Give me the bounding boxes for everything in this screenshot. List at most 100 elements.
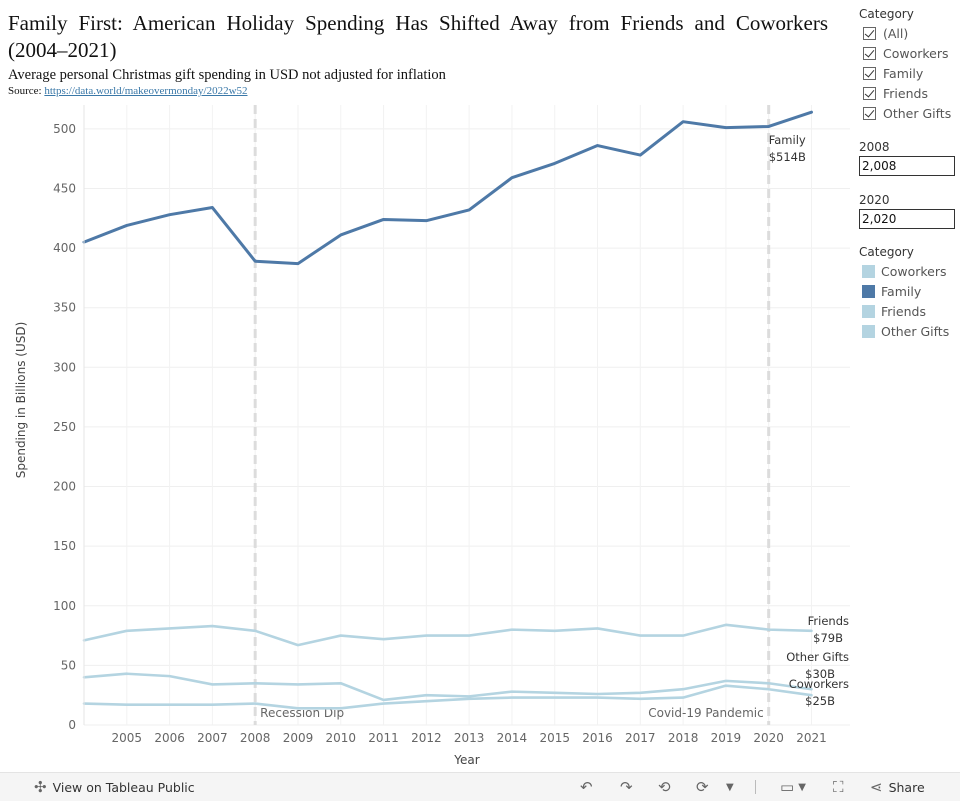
refresh-menu-button[interactable]: ▼ [726,773,734,801]
fullscreen-button[interactable]: ⛶ [833,773,844,801]
end-labels: Family $514B Friends $79B Other Gifts $30BCow… [769,133,849,708]
view-on-tableau-label: View on Tableau Public [52,779,195,795]
end-label-value: $514B [769,150,806,164]
param-2008-input[interactable]: 2,008 [859,156,955,176]
legend-item[interactable]: Friends [862,302,926,320]
end-label-value: $30B [805,667,835,681]
axes: 0 50 100 150 200 250 300 350 400 450 500 2005 2006 20… [14,105,827,767]
tableau-logo-icon: ✣ [34,778,47,796]
filter-option-label: (All) [883,25,909,41]
x-tick-label: 2015 [539,731,570,745]
refresh-button[interactable]: ⟳ [696,773,709,801]
y-tick-label: 300 [53,360,76,374]
checkbox-checked-icon[interactable] [863,106,876,120]
x-tick-label: 2011 [368,731,399,745]
fullscreen-icon: ⛶ [833,778,844,796]
legend-label: Other Gifts [881,323,950,339]
x-tick-label: 2021 [796,731,827,745]
x-tick-label: 2016 [582,731,613,745]
x-tick-label: 2013 [454,731,485,745]
x-tick-label: 2020 [753,731,784,745]
y-tick-label: 50 [61,658,76,672]
checkbox-checked-icon[interactable] [863,46,876,60]
filter-option-label: Family [883,65,924,81]
legend-heading: Category [859,245,914,259]
revert-button[interactable]: ⟲ [658,773,671,801]
filter-option[interactable]: Family [863,64,923,82]
filter-heading: Category [859,7,914,21]
series-line-friends [82,623,813,647]
x-tick-label: 2006 [154,731,185,745]
y-tick-label: 400 [53,241,76,255]
download-icon: ▭ [780,778,795,796]
x-tick-label: 2007 [197,731,228,745]
line-chart: Recession Dip Covid-19 Pandemic 050100150… [14,105,850,767]
reference-line-label: Covid-19 Pandemic [648,706,763,720]
y-tick-label: 450 [53,181,76,195]
y-tick-label: 350 [53,301,76,315]
source-line: Source: https://data.world/makeovermonda… [8,85,248,97]
filter-option-label: Coworkers [883,45,949,61]
checkbox-checked-icon[interactable] [863,86,876,100]
y-tick-label: 0 [68,718,76,732]
series-line-family [82,110,813,266]
param-2020-label: 2020 [859,193,890,207]
share-button[interactable]: ⋖ Share [870,773,925,801]
toolbar-divider [755,780,756,794]
checkbox-checked-icon[interactable] [863,26,876,40]
legend-label: Family [881,283,922,299]
source-link[interactable]: https://data.world/makeovermonday/2022w5… [44,85,248,97]
chevron-down-icon: ▼ [726,781,734,793]
x-tick-label: 2017 [625,731,656,745]
revert-icon: ⟲ [658,778,671,796]
series-line-coworkers [82,684,813,710]
end-label-name: Family [769,133,806,147]
end-label-name: Other Gifts [786,650,849,664]
filter-option-label: Friends [883,85,928,101]
y-tick-label: 200 [53,480,76,494]
x-tick-label: 2010 [325,731,356,745]
filter-option[interactable]: Friends [863,84,928,102]
filter-option[interactable]: Other Gifts [863,104,951,122]
y-tick-label: 100 [53,599,76,613]
y-tick-label: 250 [53,420,76,434]
x-tick-label: 2008 [240,731,271,745]
redo-icon: ↷ [620,778,633,796]
view-on-tableau-button[interactable]: ✣ View on Tableau Public [34,773,195,801]
undo-button[interactable]: ↶ [580,773,593,801]
x-axis-title: Year [453,753,479,767]
param-2008-label: 2008 [859,140,890,154]
checkbox-checked-icon[interactable] [863,66,876,80]
x-tick-label: 2009 [283,731,314,745]
redo-button[interactable]: ↷ [620,773,633,801]
x-tick-label: 2012 [411,731,442,745]
legend-swatch [862,264,875,278]
x-tick-label: 2019 [711,731,742,745]
filter-option-label: Other Gifts [883,105,952,121]
x-tick-label: 2005 [112,731,143,745]
param-2020-input[interactable]: 2,020 [859,209,955,229]
refresh-icon: ⟳ [696,778,709,796]
legend-label: Friends [881,303,926,319]
x-tick-label: 2014 [497,731,528,745]
undo-icon: ↶ [580,778,593,796]
chart-subtitle: Average personal Christmas gift spending… [8,67,446,83]
chevron-down-icon: ▼ [798,781,806,793]
y-tick-label: 150 [53,539,76,553]
filter-option[interactable]: Coworkers [863,44,949,62]
filter-option[interactable]: (All) [863,24,908,42]
end-label-value: $79B [813,631,843,645]
legend-swatch [862,324,875,338]
source-label: Source: [8,85,45,97]
end-label-name: Coworkers [789,677,849,691]
legend-item[interactable]: Coworkers [862,262,947,280]
grid [84,105,850,726]
legend-item[interactable]: Other Gifts [862,322,949,340]
series-lines [82,110,813,710]
legend-item[interactable]: Family [862,282,921,300]
share-label: Share [888,779,925,795]
download-button[interactable]: ▭ ▼ [780,773,806,801]
end-label-value: $25B [805,694,835,708]
end-label-name: Friends [808,614,849,628]
legend-swatch [862,304,875,318]
